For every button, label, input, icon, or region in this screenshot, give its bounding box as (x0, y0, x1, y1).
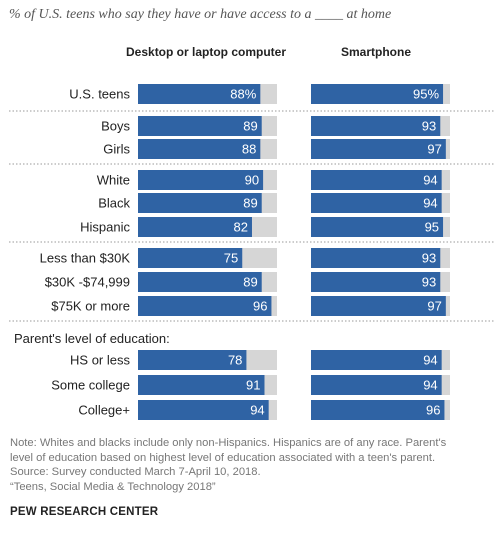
source-line: Source: Survey conducted March 7-April 1… (10, 466, 261, 478)
smartphone-value-label: 95% (413, 87, 439, 102)
desktop-value-label: 75 (224, 251, 238, 266)
chart-subtitle: % of U.S. teens who say they have or hav… (9, 7, 392, 22)
desktop-bar (138, 296, 272, 316)
desktop-value-label: 78 (228, 353, 242, 368)
smartphone-bar (311, 296, 446, 316)
row-label: HS or less (70, 353, 130, 368)
chart-notes: Note: Whites and blacks include only non… (10, 436, 494, 494)
smartphone-bar (311, 116, 441, 136)
smartphone-bar (311, 217, 444, 237)
desktop-value-label: 88% (230, 87, 256, 102)
desktop-bar (138, 139, 261, 159)
desktop-value-label: 89 (243, 196, 257, 211)
smartphone-bar (311, 248, 441, 268)
smartphone-value-label: 93 (422, 119, 436, 134)
desktop-bar (138, 193, 262, 213)
smartphone-column-header: Smartphone (340, 45, 411, 59)
row-label: Girls (103, 142, 130, 157)
desktop-bar (138, 272, 262, 292)
row-label: Less than $30K (40, 251, 131, 266)
desktop-bar (138, 248, 243, 268)
education-section-heading: Parent's level of education: (14, 331, 170, 346)
row-label: College+ (78, 403, 130, 418)
desktop-value-label: 88 (242, 142, 256, 157)
smartphone-value-label: 97 (427, 142, 441, 157)
smartphone-bar (311, 193, 442, 213)
desktop-bar (138, 84, 261, 104)
desktop-value-label: 89 (243, 119, 257, 134)
smartphone-value-label: 97 (427, 299, 441, 314)
row-label: Some college (51, 378, 130, 393)
smartphone-value-label: 94 (423, 353, 437, 368)
smartphone-bar (311, 350, 442, 370)
report-title-line: “Teens, Social Media & Technology 2018” (10, 480, 216, 493)
smartphone-value-label: 96 (426, 403, 440, 418)
smartphone-bar (311, 84, 444, 104)
desktop-value-label: 90 (245, 173, 259, 188)
row-label: White (97, 173, 130, 188)
smartphone-value-label: 94 (423, 196, 437, 211)
desktop-value-label: 89 (243, 275, 257, 290)
smartphone-bar (311, 272, 441, 292)
smartphone-value-label: 94 (423, 173, 437, 188)
row-label: Black (98, 196, 130, 211)
smartphone-bar (311, 170, 442, 190)
smartphone-bar (311, 375, 442, 395)
smartphone-value-label: 95 (425, 220, 439, 235)
row-label: Hispanic (80, 220, 130, 235)
desktop-value-label: 91 (246, 378, 260, 393)
desktop-bar (138, 170, 264, 190)
smartphone-value-label: 93 (422, 251, 436, 266)
smartphone-value-label: 93 (422, 275, 436, 290)
row-label: U.S. teens (69, 87, 130, 102)
desktop-value-label: 96 (253, 299, 267, 314)
desktop-column-header: Desktop or laptop computer (126, 45, 287, 59)
row-label: $75K or more (51, 299, 130, 314)
note-line: level of education based on highest leve… (10, 451, 436, 464)
desktop-value-label: 94 (250, 403, 264, 418)
desktop-bar (138, 217, 252, 237)
pew-research-center-logo: PEW RESEARCH CENTER (10, 506, 159, 518)
bar-chart: Parent's level of education: U.S. teens 88… (9, 84, 494, 420)
row-label: Boys (101, 119, 130, 134)
note-line: Note: Whites and blacks include only non… (10, 437, 447, 449)
desktop-bar (138, 400, 269, 420)
desktop-bar (138, 350, 247, 370)
smartphone-value-label: 94 (423, 378, 437, 393)
desktop-bar (138, 116, 262, 136)
smartphone-bar (311, 139, 446, 159)
desktop-value-label: 82 (234, 220, 248, 235)
row-label: $30K -$74,999 (45, 275, 130, 290)
smartphone-bar (311, 400, 445, 420)
desktop-bar (138, 375, 265, 395)
